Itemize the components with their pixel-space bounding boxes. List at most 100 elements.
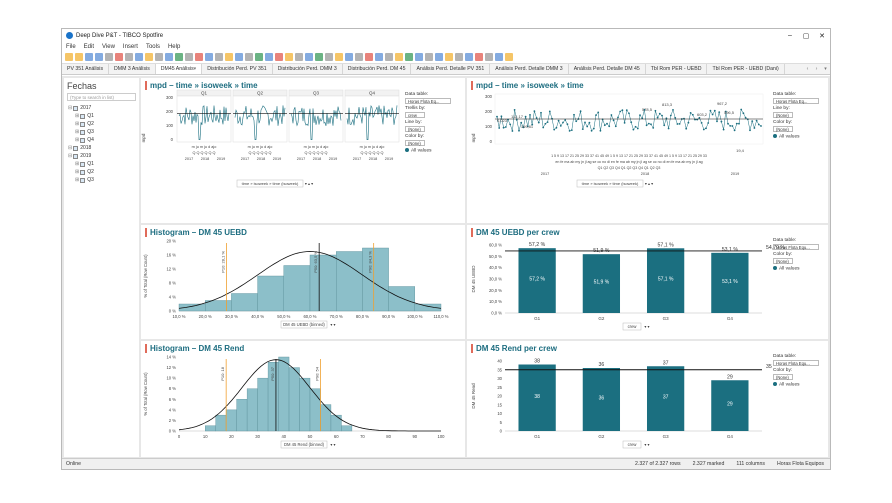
tab-list-icon[interactable]: ▾	[824, 66, 827, 72]
tree-item[interactable]: ⊞ Q4	[64, 136, 139, 144]
tree-checkbox[interactable]	[80, 137, 86, 143]
toolbar-tool-7-icon[interactable]	[135, 53, 143, 61]
toolbar-tool-23-icon[interactable]	[295, 53, 303, 61]
line-by-select[interactable]: (None)	[405, 126, 425, 132]
toolbar-tool-29-icon[interactable]	[355, 53, 363, 61]
toolbar-tool-43-icon[interactable]	[495, 53, 503, 61]
tree-checkbox[interactable]	[80, 169, 86, 175]
expand-icon[interactable]: ⊞	[75, 169, 80, 175]
toolbar-tool-31-icon[interactable]	[375, 53, 383, 61]
tree-item[interactable]: ⊟ 2017	[64, 104, 139, 112]
toolbar-tool-32-icon[interactable]	[385, 53, 393, 61]
toolbar-tool-5-icon[interactable]	[115, 53, 123, 61]
expand-icon[interactable]: ⊞	[75, 129, 80, 135]
tree-checkbox[interactable]	[80, 177, 86, 183]
expand-icon[interactable]: ⊞	[75, 177, 80, 183]
toolbar-tool-27-icon[interactable]	[335, 53, 343, 61]
tab-menu-icon[interactable]: ▾	[193, 66, 197, 72]
page-tab[interactable]: Tbl Rom PER - UEBD (Dani)	[707, 64, 785, 74]
toolbar-tool-25-icon[interactable]	[315, 53, 323, 61]
tree-item[interactable]: ⊞ Q3	[64, 176, 139, 184]
panel-rend-per-crew[interactable]: DM 45 Rend per crew DM 45 Rend 40 35 30 25 20…	[467, 341, 828, 457]
collapse-icon[interactable]: ⊟	[68, 105, 73, 111]
toolbar-tool-12-icon[interactable]	[185, 53, 193, 61]
toolbar-tool-22-icon[interactable]	[285, 53, 293, 61]
toolbar-tool-3-icon[interactable]	[95, 53, 103, 61]
tree-item[interactable]: ⊞ Q2	[64, 120, 139, 128]
panel-mpd-time[interactable]: mpd – time » isoweek » time mpd 300 200 100…	[467, 78, 828, 223]
toolbar-tool-18-icon[interactable]	[245, 53, 253, 61]
toolbar-tool-39-icon[interactable]	[455, 53, 463, 61]
menu-help[interactable]: Help	[167, 43, 181, 50]
tree-item[interactable]: ⊞ Q3	[64, 128, 139, 136]
expand-icon[interactable]: ⊞	[75, 161, 80, 167]
tree-checkbox[interactable]	[80, 113, 86, 119]
expand-icon[interactable]: ⊞	[75, 137, 80, 143]
toolbar-tool-0-icon[interactable]	[65, 53, 73, 61]
tree-item[interactable]: ⊞ Q2	[64, 168, 139, 176]
toolbar-tool-8-icon[interactable]	[145, 53, 153, 61]
collapse-icon[interactable]: ⊟	[68, 145, 73, 151]
minimize-icon[interactable]: –	[788, 31, 792, 39]
toolbar-tool-10-icon[interactable]	[165, 53, 173, 61]
toolbar-tool-1-icon[interactable]	[75, 53, 83, 61]
toolbar-tool-35-icon[interactable]	[415, 53, 423, 61]
toolbar-tool-41-icon[interactable]	[475, 53, 483, 61]
page-tab[interactable]: PV 351 Análisis	[62, 64, 110, 74]
page-tab[interactable]: Análisis Perd. Detalle PV 351	[411, 64, 491, 74]
tree-checkbox[interactable]	[80, 121, 86, 127]
line-by-select[interactable]: (None)	[773, 112, 793, 118]
toolbar-tool-6-icon[interactable]	[125, 53, 133, 61]
tree-item[interactable]: ⊞ Q1	[64, 160, 139, 168]
toolbar-tool-11-icon[interactable]	[175, 53, 183, 61]
panel-histogram-rend[interactable]: Histogram – DM 45 Rend % of Total (Row C…	[141, 341, 465, 457]
color-by-select[interactable]: (None)	[405, 140, 425, 146]
expand-icon[interactable]: ⊞	[75, 121, 80, 127]
toolbar-tool-15-icon[interactable]	[215, 53, 223, 61]
expand-icon[interactable]: ⊞	[75, 113, 80, 119]
toolbar-tool-16-icon[interactable]	[225, 53, 233, 61]
tree-checkbox[interactable]	[80, 161, 86, 167]
status-table[interactable]: Horas Flota Equipos	[777, 461, 824, 467]
page-tab[interactable]: Distribución Perd. PV 351	[202, 64, 273, 74]
page-tab[interactable]: Análisis Perd. Detalle DM 45	[569, 64, 646, 74]
tree-checkbox[interactable]	[73, 153, 79, 159]
toolbar-tool-20-icon[interactable]	[265, 53, 273, 61]
page-tab[interactable]: Distribución Perd. DMM 3	[273, 64, 343, 74]
panel-histogram-uebd[interactable]: Histogram – DM 45 UEBD % of Total (Row C…	[141, 225, 465, 339]
page-tab[interactable]: Tbl Rom PER - UEBD	[646, 64, 708, 74]
toolbar-tool-21-icon[interactable]	[275, 53, 283, 61]
toolbar-tool-19-icon[interactable]	[255, 53, 263, 61]
toolbar-tool-36-icon[interactable]	[425, 53, 433, 61]
page-tab[interactable]: Distribución Perd. DM 45	[343, 64, 412, 74]
data-table-select[interactable]: Horas Flota Equ...	[773, 360, 819, 366]
collapse-icon[interactable]: ⊟	[68, 153, 73, 159]
tab-scroll-left-icon[interactable]: ‹	[806, 66, 809, 72]
toolbar-tool-13-icon[interactable]	[195, 53, 203, 61]
data-table-select[interactable]: Horas Flota Eq...	[405, 98, 451, 104]
data-table-select[interactable]: Horas Flota Eq...	[773, 98, 819, 104]
toolbar-tool-42-icon[interactable]	[485, 53, 493, 61]
toolbar-tool-2-icon[interactable]	[85, 53, 93, 61]
toolbar-tool-34-icon[interactable]	[405, 53, 413, 61]
trellis-select[interactable]: crew	[405, 112, 425, 118]
tab-scroll-right-icon[interactable]: ›	[815, 66, 818, 72]
toolbar-tool-44-icon[interactable]	[505, 53, 513, 61]
page-tab[interactable]: Análisis Perd. Detalle DMM 3	[490, 64, 569, 74]
maximize-icon[interactable]: ▢	[802, 32, 810, 40]
tree-checkbox[interactable]	[73, 145, 79, 151]
filter-search-input[interactable]: (Type to search in list)	[67, 93, 136, 101]
tree-item[interactable]: ⊟ 2018	[64, 144, 139, 152]
toolbar-tool-14-icon[interactable]	[205, 53, 213, 61]
tree-checkbox[interactable]	[73, 105, 79, 111]
color-by-select[interactable]: (None)	[773, 126, 793, 132]
page-tab[interactable]: DMM 3 Análisis	[109, 64, 156, 74]
tree-item[interactable]: ⊞ Q1	[64, 112, 139, 120]
toolbar-tool-38-icon[interactable]	[445, 53, 453, 61]
panel-mpd-trellis[interactable]: mpd – time » isoweek » time mpd Q1 m ju m …	[141, 78, 465, 223]
toolbar-tool-9-icon[interactable]	[155, 53, 163, 61]
close-icon[interactable]: ✕	[819, 32, 825, 40]
menu-insert[interactable]: Insert	[122, 43, 138, 50]
color-by-select[interactable]: (None)	[773, 374, 793, 380]
toolbar-tool-4-icon[interactable]	[105, 53, 113, 61]
